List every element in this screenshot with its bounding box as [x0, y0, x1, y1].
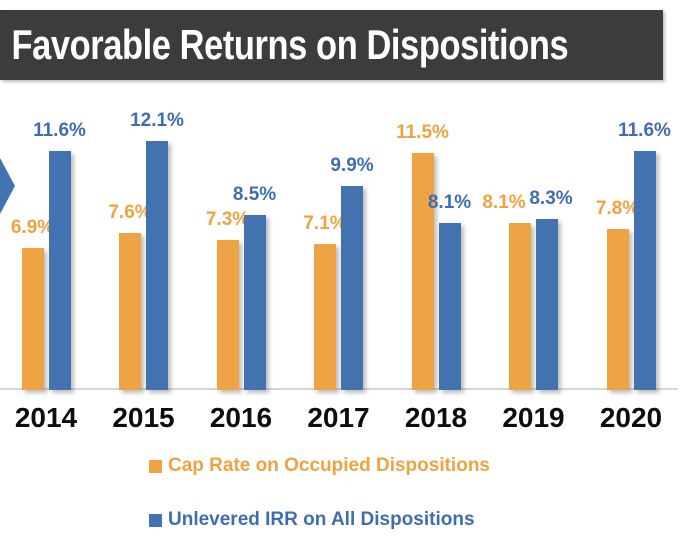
- bar: [216, 240, 239, 390]
- x-tick-label: 2016: [209, 402, 273, 433]
- legend-label: Unlevered IRR on All Dispositions: [168, 509, 475, 530]
- bar: [633, 151, 656, 390]
- x-tick-label: 2015: [112, 402, 175, 433]
- x-tick-label: 2014: [14, 402, 78, 433]
- legend-swatch-orange: [149, 459, 162, 473]
- bar-label: 8.5%: [232, 184, 277, 205]
- bar: [146, 141, 168, 390]
- bar: [536, 219, 558, 390]
- legend-label: Cap Rate on Occupied Dispositions: [168, 455, 490, 476]
- x-tick-label: 2019: [502, 402, 565, 433]
- bar-label: 8.3%: [529, 188, 573, 209]
- bar-label: 11.5%: [396, 122, 449, 143]
- bar: [606, 229, 629, 390]
- bar: [21, 248, 44, 390]
- bar: [411, 153, 434, 390]
- bar-label: 7.8%: [595, 198, 640, 219]
- bar-label: 9.9%: [330, 155, 374, 176]
- bar: [314, 244, 336, 390]
- bar-label: 7.6%: [108, 202, 152, 223]
- x-tick-label: 2017: [307, 402, 370, 433]
- bar-label: 7.1%: [303, 213, 347, 234]
- bar: [341, 186, 363, 390]
- legend-item-cap-rate: Cap Rate on Occupied Dispositions: [149, 455, 490, 477]
- bar-label: 6.9%: [10, 217, 55, 238]
- bar-label: 12.1%: [130, 110, 184, 131]
- bar: [119, 233, 141, 390]
- bar: [48, 151, 71, 390]
- bar-label: 11.6%: [618, 120, 671, 141]
- bar-label: 11.6%: [33, 120, 86, 141]
- header-banner: Favorable Returns on Dispositions: [0, 10, 663, 80]
- legend-item-unlevered-irr: Unlevered IRR on All Dispositions: [149, 509, 475, 531]
- bar-label: 8.1%: [482, 192, 526, 213]
- page-title: Favorable Returns on Dispositions: [11, 21, 569, 68]
- bar: [438, 223, 461, 390]
- x-axis-line: [0, 388, 678, 390]
- bar-label: 8.1%: [427, 192, 472, 213]
- x-tick-label: 2018: [404, 402, 468, 433]
- x-tick-label: 2020: [599, 402, 663, 433]
- bar-label: 7.3%: [205, 209, 250, 230]
- bar: [243, 215, 266, 390]
- bar: [509, 223, 531, 390]
- legend-swatch-blue: [149, 513, 162, 527]
